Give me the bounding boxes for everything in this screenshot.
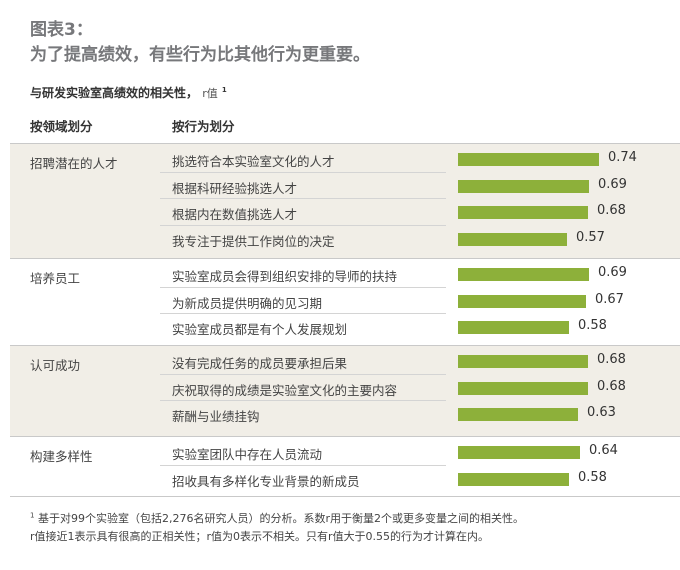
footnote-mark: 1 [30,511,35,520]
row-separator [160,224,446,226]
row-separator [160,198,446,199]
column-header-behavior: 按行为划分 [172,119,235,134]
group-divider [10,345,680,346]
figure-label: 图表3： [30,20,93,40]
behavior-label: 招收具有多样化专业背景的新成员 [172,473,360,489]
domain-label: 招聘潜在的人才 [30,156,118,171]
behavior-label: 庆祝取得的成绩是实验室文化的主要内容 [172,382,398,398]
domain-label: 构建多样性 [30,449,93,464]
domain-label: 培养员工 [30,271,81,286]
group-divider [10,436,680,437]
footnote-text-2: r值接近1表示具有很高的正相关性；r值为0表示不相关。只有r值大于0.55的行为… [30,530,490,543]
behavior-label: 实验室团队中存在人员流动 [172,447,323,462]
behavior-label: 薪酬与业绩挂钩 [172,409,260,424]
behavior-label: 没有完成任务的成员要承担后果 [172,356,348,371]
row-separator [160,400,446,401]
chart-bottom-divider [10,496,680,497]
bar-value-label: 0.68 [597,352,626,367]
bar-value-label: 0.64 [589,443,618,458]
bar [458,381,588,395]
row-separator [160,373,446,375]
bar [458,268,589,281]
group-divider [10,258,680,259]
behavior-label: 为新成员提供明确的见习期 [172,295,323,311]
bar [458,153,599,166]
bar-value-label: 0.58 [578,318,607,333]
behavior-label: 根据内在数值挑选人才 [172,207,298,222]
row-separator [160,171,446,173]
bar [458,472,569,486]
bar-value-label: 0.74 [608,150,637,165]
group-divider [10,143,680,144]
behavior-label: 挑选符合本实验室文化的人才 [172,154,335,169]
bar [458,321,569,334]
row-separator [160,286,446,288]
bar-value-label: 0.58 [578,469,607,485]
figure-subtitle: 为了提高绩效，有些行为比其他行为更重要。 [30,45,370,65]
column-header-domain: 按领域划分 [30,119,93,134]
bar [458,206,588,219]
bar [458,355,588,368]
behavior-label: 实验室成员都是有个人发展规划 [172,322,348,337]
bar-value-label: 0.63 [587,405,616,420]
chart-footnote-mark: 1 [221,86,227,94]
footnote-line-2: r值接近1表示具有很高的正相关性；r值为0表示不相关。只有r值大于0.55的行为… [30,528,489,544]
footnote-line-1: 1 基于对99个实验室（包括2,276名研究人员）的分析。系数r用于衡量2个或更… [30,510,524,526]
behavior-label: 根据科研经验挑选人才 [172,180,298,196]
bar [458,232,567,246]
domain-label: 认可成功 [30,358,81,373]
row-separator [160,313,446,314]
bar [458,446,580,459]
chart-caption: 与研发实验室高绩效的相关性， r值 1 [30,84,227,101]
behavior-label: 实验室成员会得到组织安排的导师的扶持 [172,269,398,284]
bar-value-label: 0.68 [597,203,626,218]
bar-value-label: 0.69 [598,176,627,192]
row-separator [160,464,446,466]
bar [458,408,578,421]
bar-value-label: 0.68 [597,378,626,394]
chart-title: 与研发实验室高绩效的相关性， [30,86,199,100]
chart-unit: r值 [202,87,218,100]
bar [458,294,586,308]
behavior-label: 我专注于提供工作岗位的决定 [172,233,335,249]
bar [458,179,589,193]
bar-value-label: 0.67 [595,291,624,307]
bar-value-label: 0.57 [576,229,605,245]
footnote-text-1: 基于对99个实验室（包括2,276名研究人员）的分析。系数r用于衡量2个或更多变… [37,512,524,525]
bar-value-label: 0.69 [598,265,627,280]
